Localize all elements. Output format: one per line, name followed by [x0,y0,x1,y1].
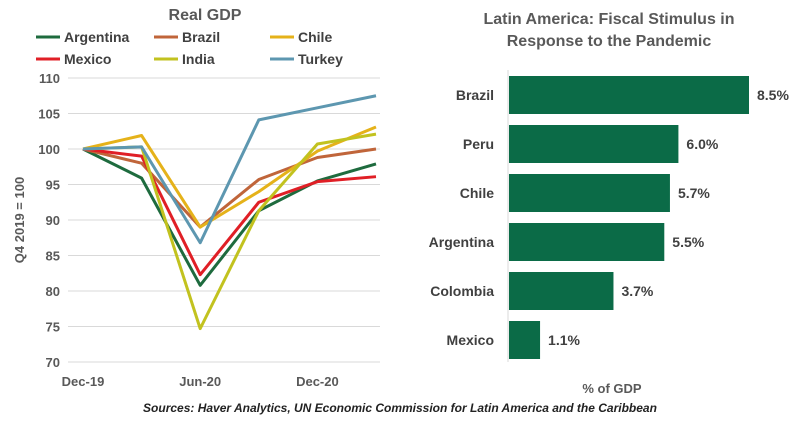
line-chart-x-ticks: Dec-19 Jun-20 Dec-20 [62,374,339,389]
bar-category-label: Peru [463,136,494,152]
y-tick-label: 80 [46,284,60,299]
legend-label-india: India [182,51,215,67]
source-note: Sources: Haver Analytics, UN Economic Co… [143,401,657,415]
bar-chart-x-axis-title: % of GDP [582,381,642,396]
bar-category-label: Mexico [447,332,494,348]
bar-chart-title-line-1: Latin America: Fiscal Stimulus in [483,11,734,28]
bar-colombia [509,272,614,310]
bar-data-label: 8.5% [757,87,789,103]
y-tick-label: 75 [46,320,60,335]
y-tick-label: 100 [38,142,60,157]
bar-argentina [509,223,665,261]
y-tick-label: 95 [46,178,60,193]
y-tick-label: 70 [46,355,60,370]
bar-category-label: Chile [460,185,494,201]
legend-label-mexico: Mexico [64,51,111,67]
series-line-chile [82,125,377,229]
y-tick-label: 110 [39,71,60,86]
bar-category-label: Argentina [429,234,495,250]
legend-label-turkey: Turkey [298,51,343,67]
line-chart-series [82,94,377,331]
bar-data-label: 6.0% [686,136,718,152]
bar-data-label: 1.1% [548,332,580,348]
series-line-argentina [82,147,377,287]
y-tick-label: 90 [46,213,60,228]
bar-data-label: 3.7% [621,283,653,299]
bar-mexico [509,321,541,359]
x-tick-label: Dec-19 [62,374,105,389]
legend-label-chile: Chile [298,29,332,45]
line-chart-y-ticks: 70 75 80 85 90 95 100 105 110 [38,71,60,370]
bar-category-label: Colombia [430,283,494,299]
line-chart-y-axis-title: Q4 2019 = 100 [12,177,27,263]
legend-label-brazil: Brazil [182,29,220,45]
bar-category-label: Brazil [456,87,494,103]
line-chart-gridlines [68,77,380,363]
legend-label-argentina: Argentina [64,29,130,45]
y-tick-label: 105 [38,107,60,122]
line-chart-title: Real GDP [169,7,242,24]
series-line-brazil [82,147,377,229]
bar-data-label: 5.5% [672,234,704,250]
bar-data-label: 5.7% [678,185,710,201]
y-tick-label: 85 [46,249,60,264]
x-tick-label: Jun-20 [179,374,221,389]
line-chart-legend: Argentina Brazil Chile Mexico India Turkey [36,29,343,67]
bar-chile [509,174,670,212]
series-line-mexico [82,147,377,277]
bar-brazil [509,76,749,114]
series-line-india [82,132,377,331]
series-line-turkey [82,94,377,245]
x-tick-label: Dec-20 [296,374,339,389]
bar-peru [509,125,679,163]
bar-chart-bars: Brazil 8.5% Peru 6.0% Chile 5.7% Argentina 5.5%… [429,76,789,359]
bar-chart-title-line-2: Response to the Pandemic [507,33,712,50]
